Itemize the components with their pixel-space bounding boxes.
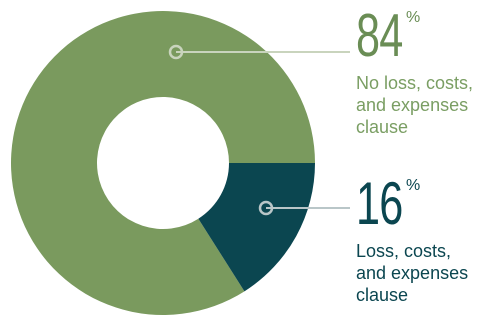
- callout-clause: 16 % Loss, costs, and expenses clause: [356, 174, 501, 306]
- percentage-value-no-clause: 84: [356, 2, 403, 69]
- label-no-clause: No loss, costs, and expenses clause: [356, 73, 474, 137]
- leader-lines: [168, 44, 350, 216]
- marker-clause: [258, 200, 274, 216]
- callout-no-clause: 84 % No loss, costs, and expenses clause: [356, 6, 501, 138]
- marker-no-clause: [168, 44, 184, 60]
- percentage-value-clause: 16: [356, 170, 403, 237]
- donut-slices: [10, 11, 315, 316]
- percentage-clause: 16 %: [356, 174, 501, 234]
- label-clause: Loss, costs, and expenses clause: [356, 241, 469, 305]
- slice-clause: [198, 163, 315, 292]
- percent-sign-clause: %: [406, 177, 421, 194]
- percent-sign-no-clause: %: [406, 9, 421, 26]
- slice-no-clause: [10, 11, 315, 316]
- percentage-no-clause: 84 %: [356, 6, 501, 66]
